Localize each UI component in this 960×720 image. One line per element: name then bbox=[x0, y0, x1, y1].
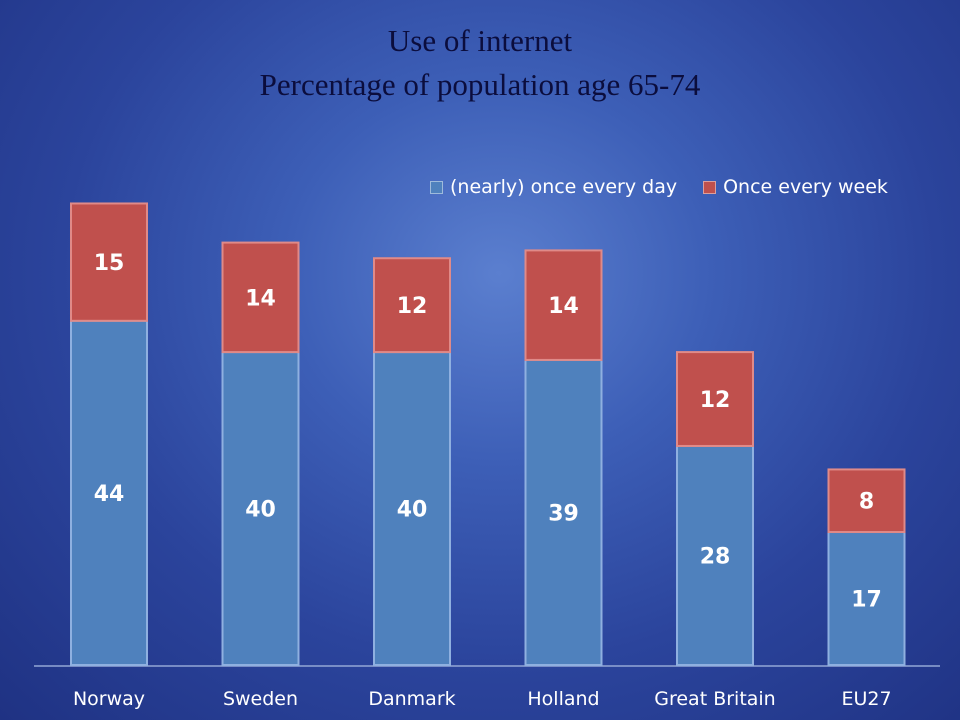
category-label-0: Norway bbox=[73, 688, 145, 710]
value-label-daily-2: 40 bbox=[397, 498, 428, 523]
legend-swatch-daily bbox=[430, 180, 443, 194]
bar-daily-5 bbox=[827, 531, 906, 666]
bar-daily-4 bbox=[676, 444, 754, 666]
value-label-weekly-5: 8 bbox=[859, 490, 874, 515]
value-label-weekly-0: 15 bbox=[94, 251, 125, 276]
bar-weekly-2 bbox=[373, 257, 451, 354]
legend-swatch-weekly bbox=[703, 180, 717, 194]
chart-title: Use of internet bbox=[387, 23, 573, 58]
value-label-weekly-4: 12 bbox=[700, 388, 731, 413]
value-label-weekly-3: 14 bbox=[548, 294, 579, 319]
value-label-daily-0: 44 bbox=[94, 482, 125, 507]
category-label-5: EU27 bbox=[841, 688, 891, 710]
value-label-weekly-2: 12 bbox=[397, 294, 428, 319]
value-label-daily-3: 39 bbox=[548, 501, 579, 526]
chart-legend: (nearly) once every day Once every week bbox=[430, 176, 914, 198]
value-label-weekly-1: 14 bbox=[245, 286, 276, 311]
category-label-3: Holland bbox=[527, 688, 599, 710]
bar-weekly-3 bbox=[524, 249, 603, 361]
legend-label-weekly: Once every week bbox=[723, 176, 888, 198]
legend-item-weekly: Once every week bbox=[703, 176, 888, 198]
category-label-4: Great Britain bbox=[654, 688, 775, 710]
bar-weekly-5 bbox=[827, 468, 906, 534]
bar-weekly-0 bbox=[70, 202, 148, 322]
bar-weekly-4 bbox=[676, 351, 754, 447]
chart-subtitle: Percentage of population age 65-74 bbox=[259, 67, 701, 102]
legend-label-daily: (nearly) once every day bbox=[450, 176, 678, 198]
category-label-2: Danmark bbox=[368, 688, 455, 710]
legend-item-daily: (nearly) once every day bbox=[430, 176, 677, 198]
value-label-daily-4: 28 bbox=[700, 544, 731, 569]
category-label-1: Sweden bbox=[223, 688, 298, 710]
bar-daily-3 bbox=[524, 358, 603, 666]
bar-daily-2 bbox=[373, 351, 451, 666]
bar-weekly-1 bbox=[221, 241, 300, 354]
value-label-daily-5: 17 bbox=[851, 588, 882, 613]
value-label-daily-1: 40 bbox=[245, 498, 276, 523]
